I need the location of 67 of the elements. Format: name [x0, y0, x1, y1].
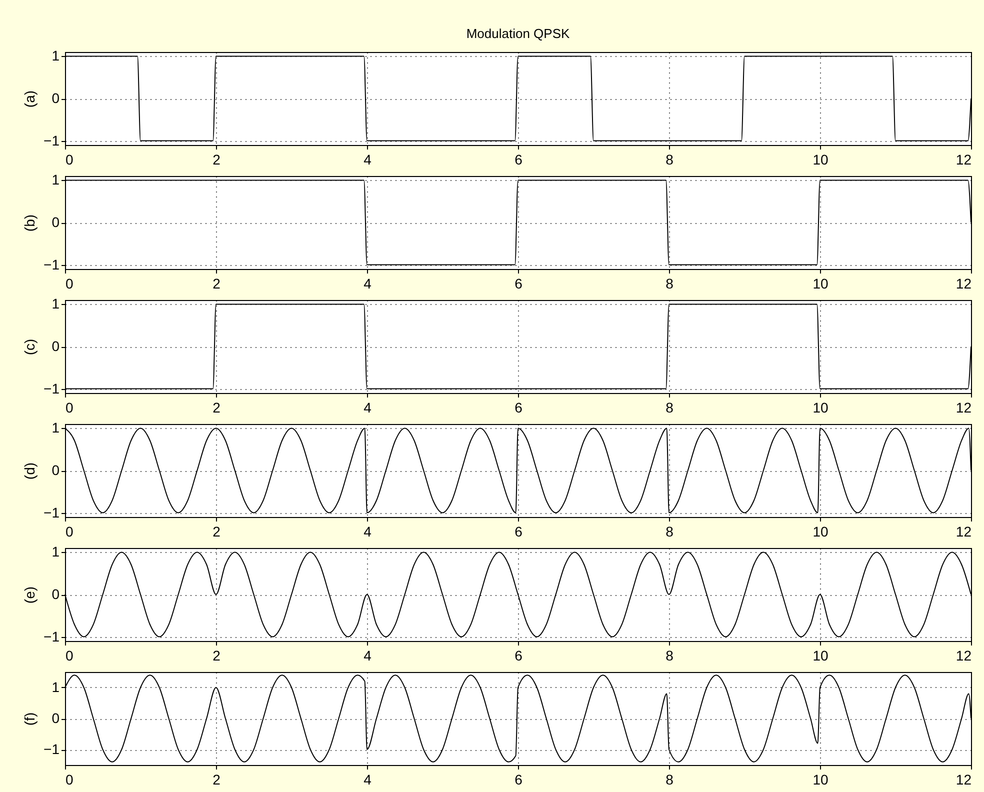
- y-tick-label: −1: [44, 132, 60, 148]
- x-tick-label: 8: [666, 400, 674, 416]
- x-tick-label: 8: [666, 276, 674, 292]
- y-tick-label: 1: [52, 172, 60, 188]
- y-tick-label: 0: [52, 90, 60, 106]
- x-tick-label: 6: [514, 276, 523, 292]
- x-tick-label: 8: [666, 524, 674, 540]
- x-tick-label: 4: [364, 276, 372, 292]
- y-tick-label: 0: [52, 462, 60, 478]
- x-tick-label: 2: [212, 400, 221, 416]
- x-tick-label: 12: [956, 276, 972, 292]
- x-tick-label: 10: [812, 772, 828, 788]
- y-tick-label: 0: [52, 214, 60, 230]
- x-tick-label: 6: [514, 648, 523, 664]
- x-tick-label: 12: [956, 648, 972, 664]
- y-tick-label: 0: [52, 586, 60, 602]
- x-tick-label: 4: [364, 772, 372, 788]
- x-tick-label: 8: [666, 648, 674, 664]
- y-axis-title: (f): [22, 712, 38, 726]
- x-tick-label: 0: [66, 648, 74, 664]
- x-tick-label: 4: [364, 648, 372, 664]
- x-tick-label: 6: [514, 524, 523, 540]
- y-tick-label: −1: [44, 256, 60, 272]
- y-tick-label: 1: [52, 679, 60, 695]
- y-tick-label: −1: [44, 741, 60, 757]
- x-tick-label: 12: [956, 772, 972, 788]
- y-tick-label: 1: [52, 48, 60, 64]
- y-tick-label: 1: [52, 420, 60, 436]
- x-tick-label: 6: [514, 152, 523, 168]
- x-tick-label: 8: [666, 152, 674, 168]
- x-tick-label: 10: [812, 648, 828, 664]
- x-tick-label: 0: [66, 772, 74, 788]
- x-tick-label: 10: [812, 276, 828, 292]
- y-axis-title: (d): [22, 462, 38, 480]
- y-tick-label: 1: [52, 296, 60, 312]
- y-axis-title: (c): [22, 338, 38, 356]
- x-tick-label: 2: [212, 524, 221, 540]
- x-tick-label: 6: [514, 772, 523, 788]
- x-tick-label: 0: [66, 276, 74, 292]
- y-tick-label: −1: [44, 504, 60, 520]
- x-tick-label: 0: [66, 152, 74, 168]
- x-tick-label: 12: [956, 152, 972, 168]
- x-tick-label: 4: [364, 400, 372, 416]
- y-tick-label: −1: [44, 380, 60, 396]
- y-tick-label: 0: [52, 338, 60, 354]
- x-tick-label: 0: [66, 524, 74, 540]
- x-tick-label: 0: [66, 400, 74, 416]
- y-tick-label: 1: [52, 544, 60, 560]
- x-tick-label: 10: [812, 400, 828, 416]
- x-tick-label: 4: [364, 524, 372, 540]
- chart-title: Modulation QPSK: [466, 26, 570, 42]
- y-axis-title: (b): [22, 214, 38, 232]
- x-tick-label: 8: [666, 772, 674, 788]
- x-tick-label: 4: [364, 152, 372, 168]
- y-tick-label: −1: [44, 628, 60, 644]
- x-tick-label: 10: [812, 152, 828, 168]
- x-tick-label: 2: [212, 648, 221, 664]
- x-tick-label: 10: [812, 524, 828, 540]
- x-tick-label: 12: [956, 400, 972, 416]
- y-tick-label: 0: [52, 710, 60, 726]
- x-tick-label: 2: [212, 152, 221, 168]
- x-tick-label: 12: [956, 524, 972, 540]
- x-tick-label: 2: [212, 276, 221, 292]
- x-tick-label: 2: [212, 772, 221, 788]
- y-axis-title: (e): [22, 586, 38, 604]
- x-tick-label: 6: [514, 400, 523, 416]
- y-axis-title: (a): [22, 90, 38, 108]
